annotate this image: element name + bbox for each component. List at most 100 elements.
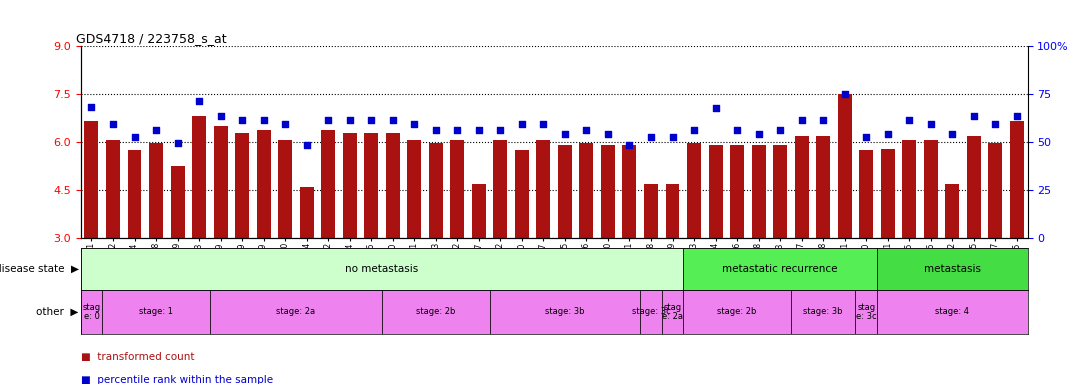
Point (621, 142, 638, 148)
Bar (105, 141, 121, 238)
Text: ■  percentile rank within the sample: ■ percentile rank within the sample (81, 375, 273, 384)
Bar (859, 150, 873, 238)
Bar (148, 143, 164, 238)
Point (147, 127, 165, 133)
Text: stage: 3c: stage: 3c (632, 308, 670, 316)
Point (707, 106, 724, 112)
Text: stage: 2b: stage: 2b (416, 308, 455, 316)
Point (298, 142, 315, 148)
Bar (579, 143, 594, 238)
Bar (902, 141, 916, 238)
Bar (385, 133, 399, 238)
Bar (708, 145, 723, 238)
Bar (81, 248, 683, 290)
Bar (170, 166, 185, 238)
Point (578, 127, 595, 133)
Text: stage: 2b: stage: 2b (718, 308, 756, 316)
Text: stag
e: 0: stag e: 0 (83, 303, 100, 321)
Bar (278, 141, 293, 238)
Text: stag
e: 3c: stag e: 3c (855, 303, 877, 321)
Point (341, 117, 358, 123)
Bar (235, 133, 249, 238)
Point (83, 104, 100, 110)
Bar (84, 121, 99, 238)
Bar (966, 136, 980, 238)
Point (901, 117, 918, 123)
Bar (643, 184, 657, 238)
Point (363, 117, 380, 123)
Point (513, 121, 530, 127)
Bar (923, 141, 937, 238)
Bar (102, 290, 210, 334)
Text: ■  transformed count: ■ transformed count (81, 352, 194, 362)
Bar (514, 150, 528, 238)
Point (190, 98, 208, 104)
Point (987, 121, 1004, 127)
Bar (256, 130, 270, 238)
Point (879, 131, 896, 137)
Point (944, 131, 961, 137)
Text: disease state  ▶: disease state ▶ (0, 264, 79, 274)
Text: stage: 3b: stage: 3b (546, 308, 584, 316)
Bar (428, 143, 443, 238)
Bar (490, 290, 640, 334)
Bar (210, 290, 382, 334)
Bar (988, 143, 1002, 238)
Bar (1009, 121, 1023, 238)
Bar (665, 184, 680, 238)
Bar (471, 184, 485, 238)
Bar (299, 187, 314, 238)
Point (858, 134, 875, 140)
Bar (688, 143, 702, 238)
Bar (192, 116, 207, 238)
Bar (213, 126, 228, 238)
Point (750, 131, 767, 137)
Bar (791, 290, 855, 334)
Text: other  ▶: other ▶ (37, 307, 79, 317)
Point (922, 121, 939, 127)
Bar (751, 145, 765, 238)
Point (492, 127, 509, 133)
Point (470, 127, 487, 133)
Text: metastasis: metastasis (924, 264, 980, 274)
Bar (364, 133, 379, 238)
Text: no metastasis: no metastasis (345, 264, 419, 274)
Point (793, 117, 810, 123)
Bar (662, 290, 683, 334)
Bar (816, 136, 830, 238)
Bar (794, 136, 808, 238)
Text: stage: 1: stage: 1 (139, 308, 173, 316)
Point (126, 134, 143, 140)
Text: GDS4718 / 223758_s_at: GDS4718 / 223758_s_at (76, 32, 227, 45)
Point (406, 121, 423, 127)
Bar (945, 184, 959, 238)
Bar (127, 150, 142, 238)
Bar (640, 290, 662, 334)
Bar (877, 248, 1028, 290)
Bar (683, 290, 791, 334)
Point (212, 113, 229, 119)
Point (685, 127, 703, 133)
Point (556, 131, 574, 137)
Bar (622, 145, 636, 238)
Point (965, 113, 982, 119)
Point (320, 117, 337, 123)
Point (642, 134, 660, 140)
Text: stage: 3b: stage: 3b (804, 308, 843, 316)
Point (664, 134, 681, 140)
Point (255, 117, 272, 123)
Bar (342, 133, 357, 238)
Bar (558, 145, 572, 238)
Bar (382, 290, 490, 334)
Point (384, 117, 401, 123)
Point (277, 121, 294, 127)
Bar (322, 130, 336, 238)
Point (836, 91, 853, 97)
Bar (493, 141, 507, 238)
Point (535, 121, 552, 127)
Point (728, 127, 746, 133)
Bar (773, 145, 788, 238)
Text: stage: 4: stage: 4 (935, 308, 969, 316)
Text: stag
e: 2a: stag e: 2a (662, 303, 683, 321)
Point (815, 117, 832, 123)
